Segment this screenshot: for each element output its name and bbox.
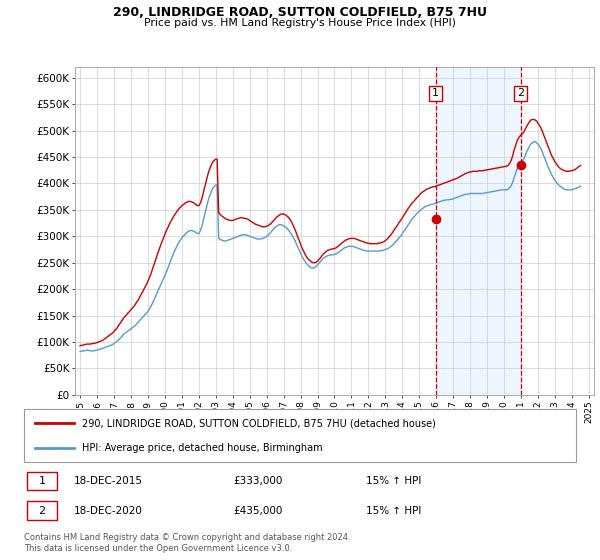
Bar [436, 67, 521, 395]
Text: £435,000: £435,000 [234, 506, 283, 516]
Text: 290, LINDRIDGE ROAD, SUTTON COLDFIELD, B75 7HU: 290, LINDRIDGE ROAD, SUTTON COLDFIELD, B… [113, 6, 487, 18]
Text: 290, LINDRIDGE ROAD, SUTTON COLDFIELD, B75 7HU (detached house): 290, LINDRIDGE ROAD, SUTTON COLDFIELD, B… [82, 418, 436, 428]
Text: 2: 2 [38, 506, 46, 516]
Text: £333,000: £333,000 [234, 476, 283, 486]
Text: Contains HM Land Registry data © Crown copyright and database right 2024.
This d: Contains HM Land Registry data © Crown c… [24, 533, 350, 553]
Text: Price paid vs. HM Land Registry's House Price Index (HPI): Price paid vs. HM Land Registry's House … [144, 18, 456, 28]
Text: 2: 2 [517, 88, 524, 99]
Text: 18-DEC-2015: 18-DEC-2015 [74, 476, 143, 486]
Text: 1: 1 [38, 476, 46, 486]
FancyBboxPatch shape [24, 409, 576, 462]
FancyBboxPatch shape [27, 502, 57, 520]
Text: 1: 1 [432, 88, 439, 99]
Text: 15% ↑ HPI: 15% ↑ HPI [366, 506, 422, 516]
Text: HPI: Average price, detached house, Birmingham: HPI: Average price, detached house, Birm… [82, 442, 323, 452]
FancyBboxPatch shape [27, 472, 57, 491]
Text: 15% ↑ HPI: 15% ↑ HPI [366, 476, 422, 486]
Text: 18-DEC-2020: 18-DEC-2020 [74, 506, 143, 516]
